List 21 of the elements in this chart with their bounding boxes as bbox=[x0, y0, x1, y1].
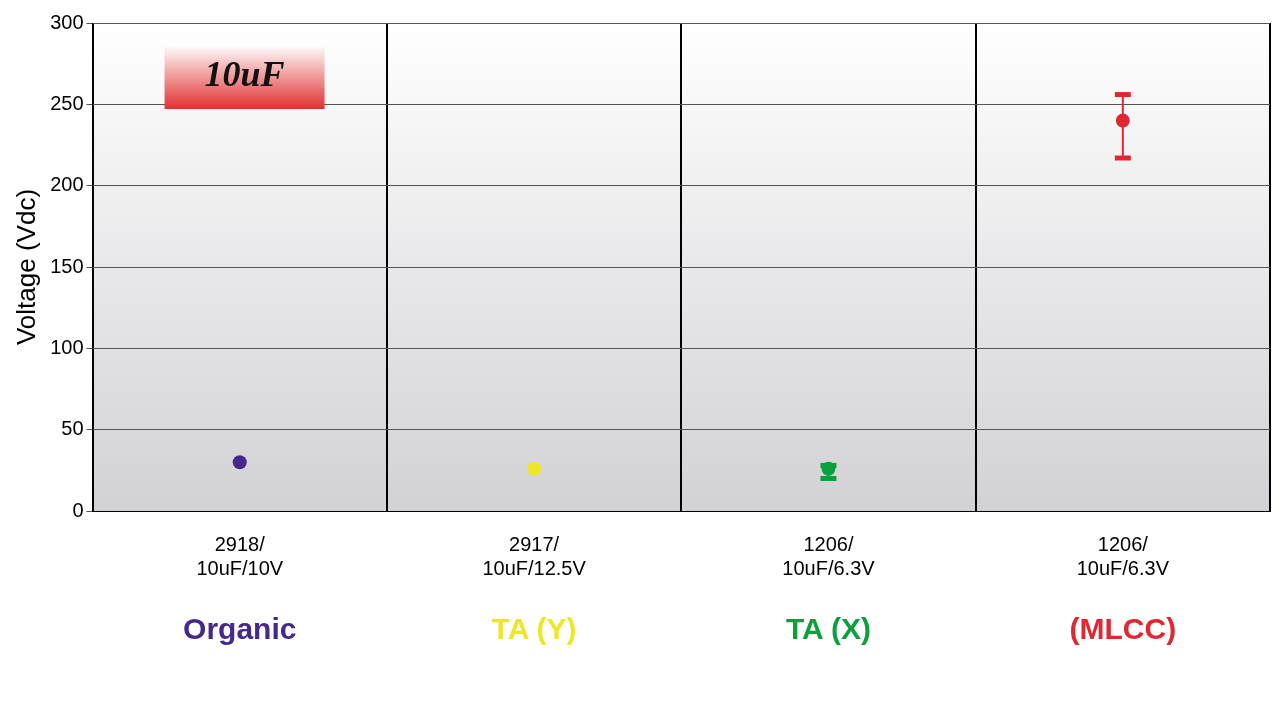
point bbox=[232, 455, 247, 470]
point bbox=[1115, 113, 1130, 128]
text: TA (X) bbox=[785, 612, 871, 646]
text: Organic bbox=[183, 612, 297, 646]
x-tick-label: 1206/ 10uF/6.3V bbox=[1076, 532, 1170, 579]
y-tick-label: 50 bbox=[61, 417, 84, 440]
x-tick-label: 1206/ 10uF/6.3V bbox=[782, 532, 876, 579]
point bbox=[527, 461, 542, 476]
y-tick-label: 100 bbox=[50, 335, 84, 358]
y-tick-label: 300 bbox=[50, 10, 84, 33]
annotation: 10uF bbox=[204, 54, 285, 95]
x-tick-label: 2917/ 10uF/12.5V bbox=[482, 532, 587, 579]
y-tick-label: 250 bbox=[50, 91, 84, 114]
text: (MLCC) bbox=[1069, 612, 1177, 646]
x-tick-label: 2918/ 10uF/10V bbox=[196, 532, 284, 579]
y-tick-label: 0 bbox=[72, 498, 84, 521]
point bbox=[821, 461, 836, 476]
text: TA (Y) bbox=[491, 612, 577, 646]
y-axis-title: Voltage (Vdc) bbox=[10, 188, 41, 346]
y-tick-label: 200 bbox=[50, 173, 84, 196]
y-tick-label: 150 bbox=[50, 254, 84, 277]
